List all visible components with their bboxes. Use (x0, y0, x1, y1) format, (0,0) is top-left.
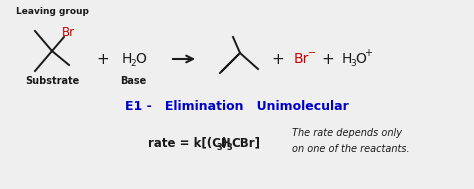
Text: +: + (272, 51, 284, 67)
Text: Br: Br (62, 26, 75, 40)
Text: H: H (122, 52, 132, 66)
Text: on one of the reactants.: on one of the reactants. (292, 144, 410, 154)
Text: 2: 2 (130, 59, 136, 68)
Text: +: + (365, 48, 373, 58)
Text: 3: 3 (350, 60, 356, 68)
Text: The rate depends only: The rate depends only (292, 128, 402, 138)
Text: +: + (322, 51, 334, 67)
Text: CBr]: CBr] (231, 136, 260, 149)
Text: +: + (97, 51, 109, 67)
Text: Leaving group: Leaving group (16, 6, 89, 15)
Text: H: H (342, 52, 352, 66)
Text: rate = k[(CH: rate = k[(CH (148, 136, 231, 149)
Text: Base: Base (120, 76, 146, 86)
Text: ): ) (221, 136, 227, 149)
Text: Br: Br (294, 52, 310, 66)
Text: 3: 3 (216, 143, 222, 152)
Text: O: O (135, 52, 146, 66)
Text: Substrate: Substrate (25, 76, 79, 86)
Text: E1 -   Elimination   Unimolecular: E1 - Elimination Unimolecular (125, 99, 349, 112)
Text: −: − (308, 48, 316, 58)
Text: O: O (355, 52, 366, 66)
Text: 3: 3 (226, 143, 232, 152)
